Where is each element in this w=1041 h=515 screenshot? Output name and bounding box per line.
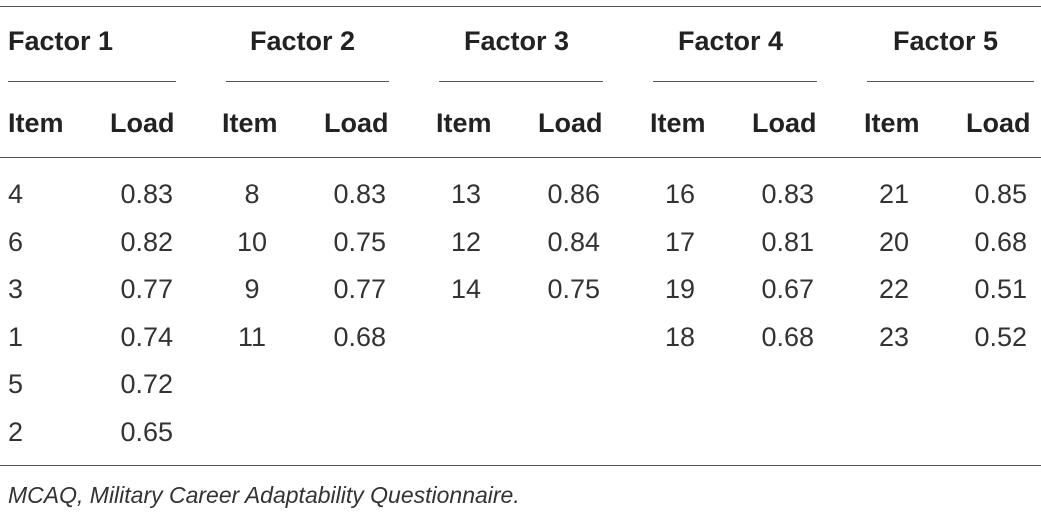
load-value: 0.51	[974, 274, 1027, 305]
item-number: 23	[878, 321, 910, 352]
load-value: 0.83	[333, 179, 386, 209]
factor-underline-3	[439, 81, 603, 82]
load-value: 0.68	[974, 226, 1027, 257]
load-value: 0.84	[547, 226, 600, 257]
item-number: 13	[450, 179, 482, 209]
load-value: 0.68	[333, 321, 386, 352]
table-top-rule	[0, 6, 1041, 7]
item-number: 4	[8, 179, 24, 209]
load-value: 0.75	[547, 274, 600, 305]
factor-underline-1	[8, 81, 176, 82]
item-number: 16	[664, 179, 696, 209]
load-value: 0.74	[120, 321, 173, 352]
item-number: 9	[244, 274, 260, 305]
column-header-item: Item	[222, 108, 278, 138]
load-value: 0.82	[120, 226, 173, 257]
factor-underline-2	[226, 81, 389, 82]
table-bottom-rule	[0, 465, 1041, 466]
load-value: 0.67	[761, 274, 814, 305]
column-header-load: Load	[110, 108, 175, 138]
load-value: 0.83	[120, 179, 173, 209]
column-header-item: Item	[436, 108, 492, 138]
table-header-rule	[0, 157, 1041, 158]
factor-underline-5	[867, 81, 1034, 82]
load-value: 0.81	[761, 226, 814, 257]
item-number: 3	[8, 274, 24, 305]
load-value: 0.86	[547, 179, 600, 209]
load-value: 0.77	[333, 274, 386, 305]
factor-header-3: Factor 3	[464, 26, 570, 56]
item-number: 19	[664, 274, 696, 305]
load-value: 0.72	[120, 369, 173, 400]
item-number: 10	[236, 226, 268, 257]
column-header-load: Load	[752, 108, 817, 138]
factor-underline-4	[653, 81, 817, 82]
item-number: 12	[450, 226, 482, 257]
item-number: 8	[244, 179, 260, 209]
item-number: 11	[237, 321, 267, 352]
column-header-load: Load	[538, 108, 603, 138]
load-value: 0.65	[120, 417, 173, 447]
column-header-item: Item	[864, 108, 920, 138]
item-number: 2	[8, 417, 24, 447]
factor-header-2: Factor 2	[250, 26, 356, 56]
load-value: 0.68	[761, 321, 814, 352]
factor-header-5: Factor 5	[893, 26, 999, 56]
column-header-load: Load	[966, 108, 1031, 138]
item-number: 5	[8, 369, 24, 400]
item-number: 18	[664, 321, 696, 352]
factor-header-1: Factor 1	[8, 26, 114, 56]
item-number: 14	[450, 274, 482, 305]
item-number: 22	[878, 274, 910, 305]
factor-header-4: Factor 4	[678, 26, 784, 56]
load-value: 0.52	[974, 321, 1027, 352]
table-footnote: MCAQ, Military Career Adaptability Quest…	[8, 482, 520, 508]
load-value: 0.77	[120, 274, 173, 305]
item-number: 20	[878, 226, 910, 257]
load-value: 0.75	[333, 226, 386, 257]
item-number: 17	[664, 226, 696, 257]
item-number: 6	[8, 226, 24, 257]
column-header-item: Item	[650, 108, 706, 138]
column-header-load: Load	[324, 108, 389, 138]
load-value: 0.83	[761, 179, 814, 209]
item-number: 21	[878, 179, 910, 209]
column-header-item: Item	[8, 108, 64, 138]
item-number: 1	[8, 321, 24, 352]
load-value: 0.85	[974, 179, 1027, 209]
